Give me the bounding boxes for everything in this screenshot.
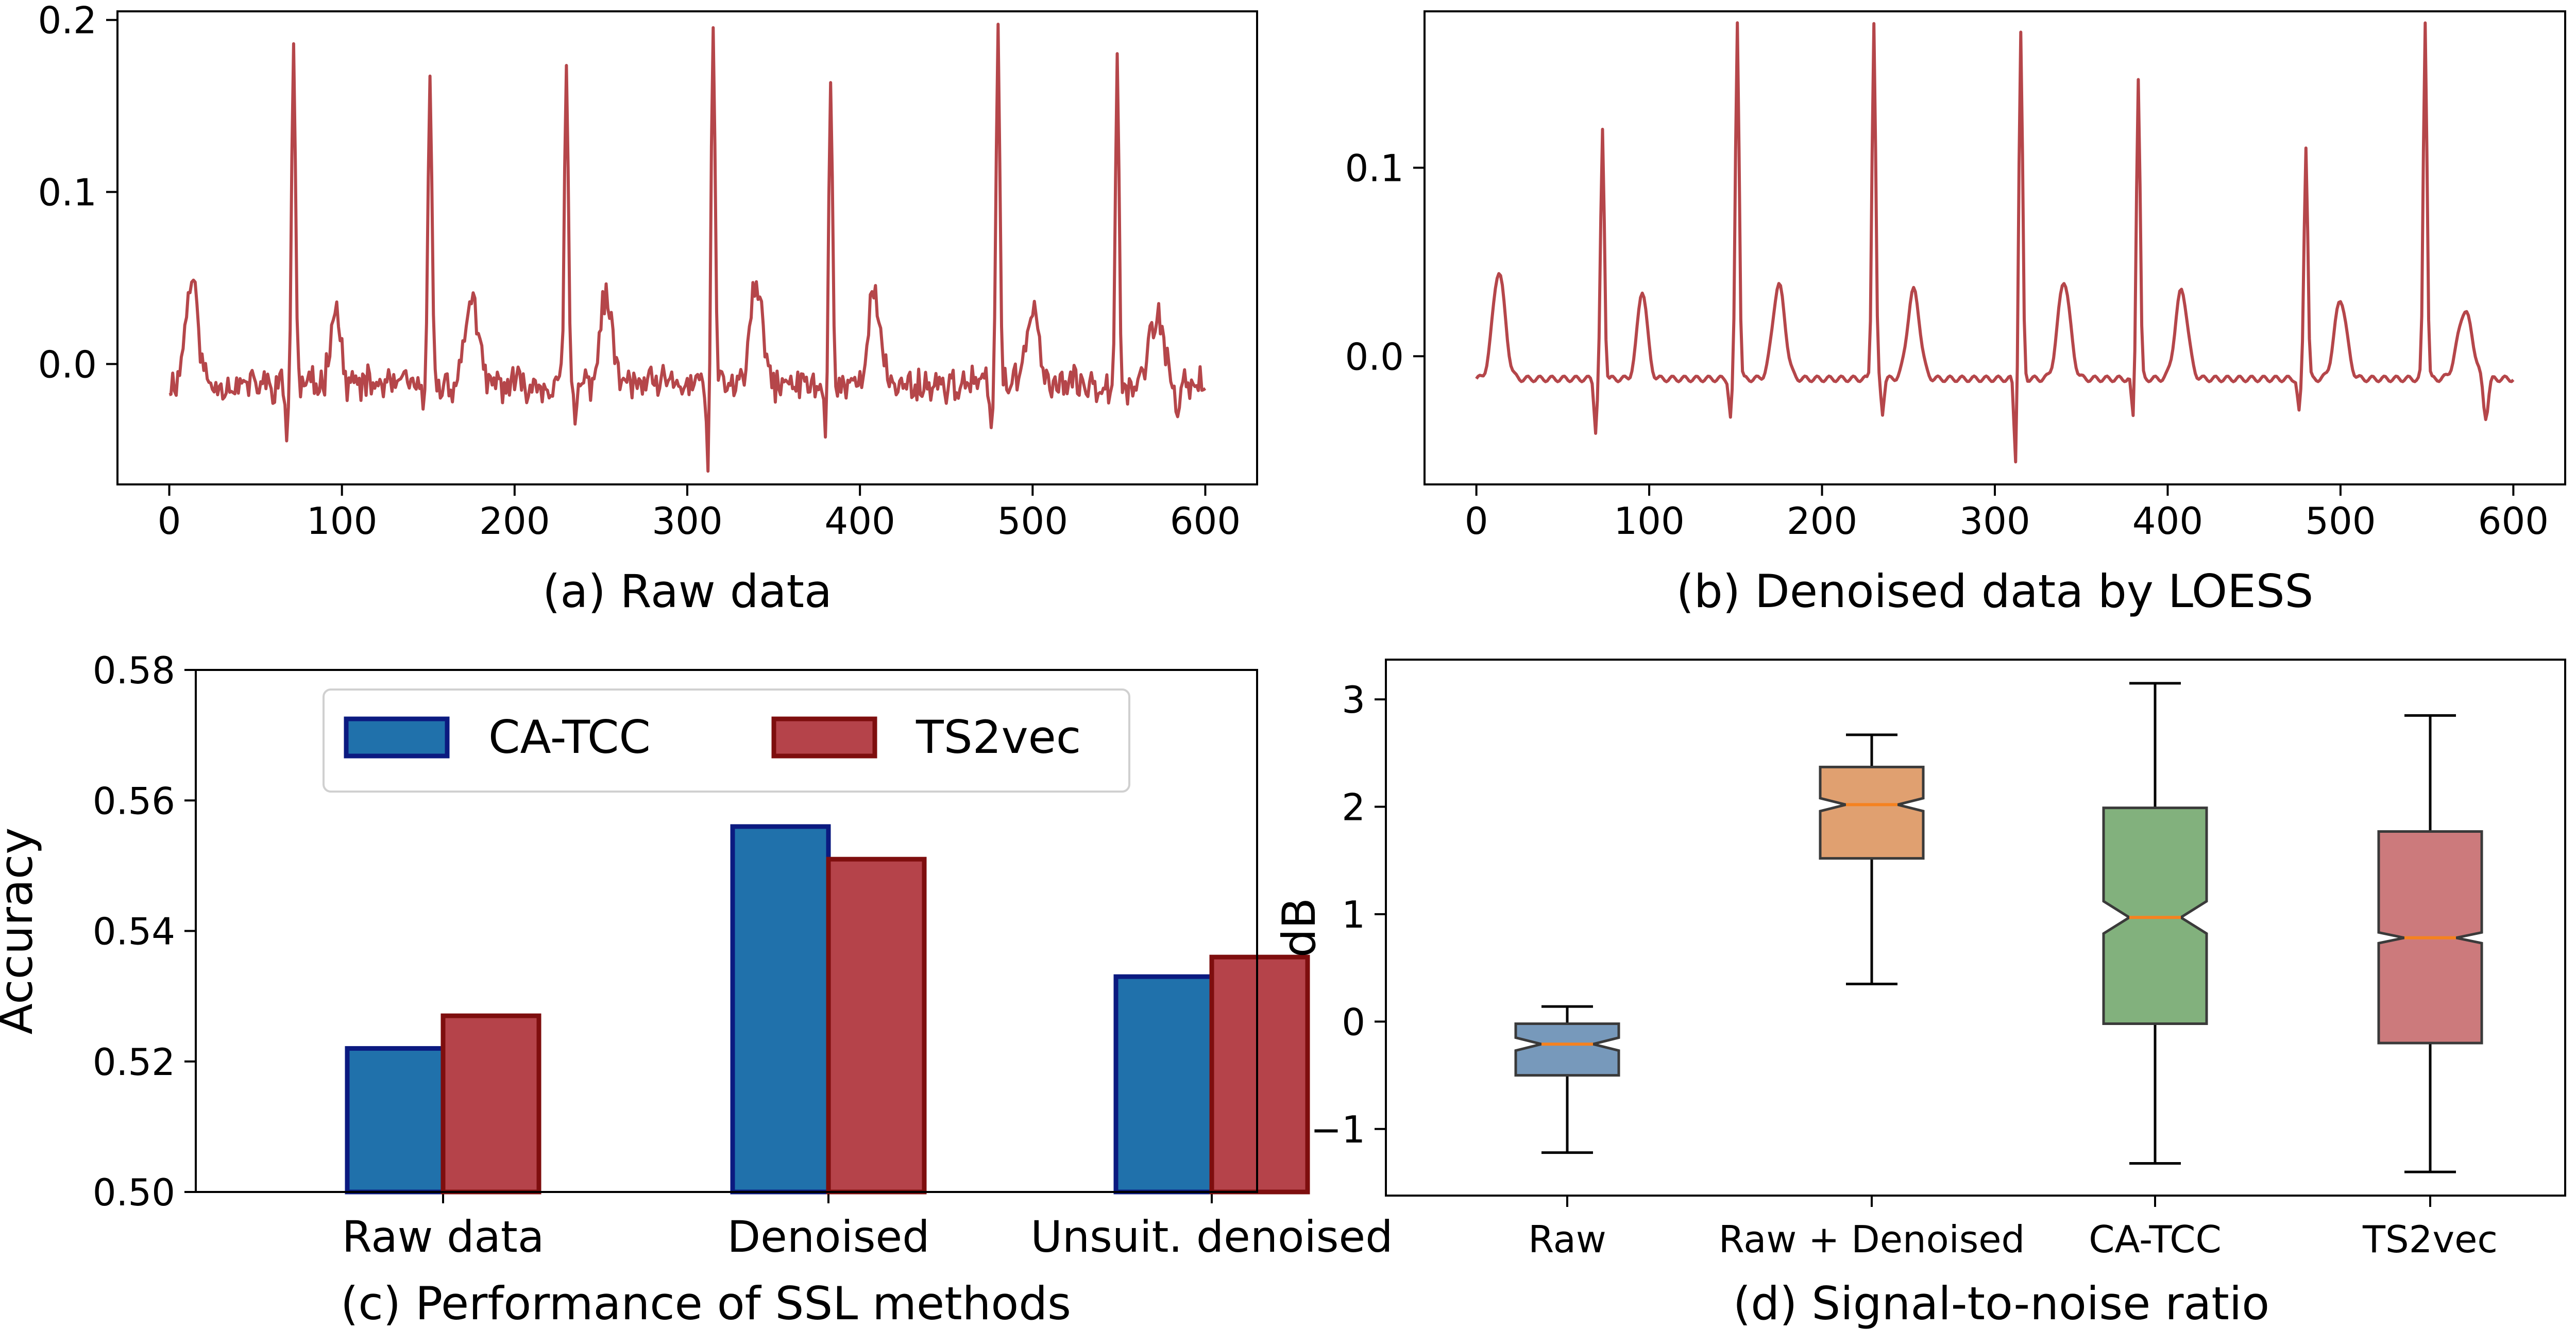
y-tick-label: 2 [1342,786,1365,829]
y-axis-label: dB [1273,898,1326,957]
y-tick-label: 0.58 [93,649,175,692]
x-tick-label: TS2vec [2362,1218,2498,1261]
x-tick-label: 200 [1787,499,1857,543]
y-tick-label: 0.0 [38,343,97,386]
box-1 [1514,1005,1620,1154]
panel-caption: (a) Raw data [543,565,832,618]
x-tick-label: 200 [479,499,550,543]
bar-ts2vec [826,856,927,1195]
box-body [2102,807,2208,1025]
x-tick-label: 600 [2478,499,2549,543]
bar-ca-tcc [1113,974,1214,1195]
legend-label: TS2vec [916,711,1081,764]
y-tick-label: 0.56 [93,779,175,822]
x-tick-label: 100 [1614,499,1684,543]
plot-frame [1423,10,2566,485]
panel-caption: (c) Performance of SSL methods [341,1277,1071,1330]
signal-line [1475,21,2515,464]
plot-frame [116,10,1258,485]
plot-frame [195,669,1258,1193]
bar-ca-tcc [345,1046,446,1195]
panel-d: −1 0 1 2 3 Raw Raw + Denoised CA-TCC TS2vec dB (d)… [1273,659,2566,1330]
y-tick-label: 1 [1342,893,1365,936]
x-tick-label: 0 [1465,499,1488,543]
x-tick-label: Raw + Denoised [1719,1218,2025,1261]
legend-frame [323,688,1130,793]
bar-ca-tcc [730,824,831,1195]
panel-b: 0 100 200 300 400 500 600 0.0 0.1 (b) Denoised da… [1345,10,2566,618]
x-tick-label: 300 [652,499,722,543]
panel-caption: (d) Signal-to-noise ratio [1733,1277,2269,1330]
y-tick-label: 0.1 [1345,147,1404,190]
box-4 [2377,714,2483,1173]
x-tick-label: 600 [1170,499,1241,543]
panel-c: 0.50 0.52 0.54 0.56 0.58 Raw data Denoised Unsu… [0,649,1393,1330]
x-tick-label: 0 [158,499,181,543]
x-tick-label: Raw data [342,1212,545,1262]
legend-label: CA-TCC [488,711,651,764]
x-tick-label: 500 [2305,499,2376,543]
x-tick-label: 400 [824,499,895,543]
y-tick-label: 0.2 [38,0,97,42]
box-body [1819,765,1925,860]
y-tick-label: 0.52 [93,1040,175,1084]
bar-ts2vec [440,1013,541,1195]
x-tick-label: Raw [1528,1218,1606,1261]
box-2 [1819,733,1925,985]
bar-ts2vec [1209,954,1310,1195]
signal-line [168,23,1207,473]
x-tick-label: Unsuit. denoised [1030,1212,1393,1262]
box-3 [2102,682,2208,1165]
box-body [1514,1022,1620,1077]
y-tick-label: 0.50 [93,1171,175,1214]
legend-swatch [771,716,877,759]
plot-frame [1385,659,2566,1197]
x-tick-label: 500 [997,499,1068,543]
x-tick-label: 100 [307,499,377,543]
y-tick-label: 0.54 [93,910,175,953]
legend-swatch [344,716,450,759]
y-axis-label: Accuracy [0,828,43,1035]
y-tick-label: 0.1 [38,171,97,214]
y-tick-label: −1 [1311,1108,1365,1151]
panel-caption: (b) Denoised data by LOESS [1676,565,2314,618]
x-tick-label: 300 [1959,499,2030,543]
panel-a: 0 100 200 300 400 500 600 0.0 0.1 0.2 (a) Raw data [38,0,1258,618]
y-tick-label: 0 [1342,1000,1365,1044]
legend: CA-TCC TS2vec [323,688,1130,793]
y-tick-label: 0.0 [1345,335,1404,378]
y-tick-label: 3 [1342,678,1365,721]
x-tick-label: CA-TCC [2089,1218,2222,1261]
x-tick-label: Denoised [727,1212,929,1262]
x-tick-label: 400 [2132,499,2203,543]
